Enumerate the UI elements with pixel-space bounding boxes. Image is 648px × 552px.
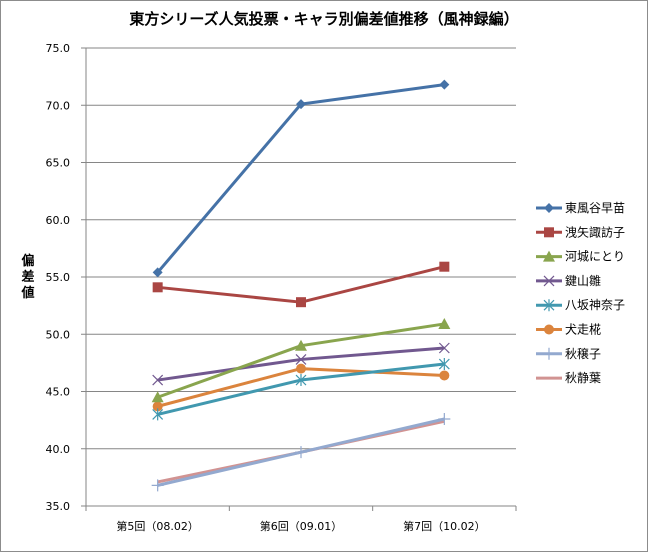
- series-秋穣子: [151, 412, 451, 492]
- series-犬走椛: [152, 363, 450, 412]
- legend-label: 秋静葉: [565, 371, 601, 385]
- y-tick-label: 55.0: [46, 271, 71, 284]
- circle-marker: [439, 370, 450, 381]
- triangle-marker: [543, 250, 555, 262]
- legend-item: 秋静葉: [536, 371, 601, 385]
- square-marker: [296, 297, 306, 308]
- axes: [81, 47, 517, 511]
- legend-item: 犬走椛: [536, 322, 601, 337]
- chart-title: 東方シリーズ人気投票・キャラ別偏差値推移（風神録編）: [129, 10, 519, 28]
- legend-item: 鍵山雛: [536, 273, 601, 288]
- y-axis-label-char: 値: [21, 286, 35, 301]
- y-tick-label: 70.0: [46, 99, 71, 112]
- x-tick-labels: 第5回（08.02） 第6回（09.01） 第7回（10.02）: [116, 519, 485, 533]
- circle-marker: [152, 401, 163, 412]
- square-marker: [544, 227, 554, 238]
- legend-label: 鍵山雛: [565, 273, 601, 288]
- plus-marker: [438, 412, 451, 425]
- y-tick-label: 50.0: [46, 328, 71, 341]
- y-tick-label: 65.0: [46, 157, 71, 170]
- y-tick-label: 35.0: [46, 500, 71, 513]
- series-鍵山雛: [152, 342, 450, 386]
- x-marker: [438, 342, 450, 354]
- series-河城にとり: [151, 317, 451, 403]
- y-tick-label: 45.0: [46, 386, 71, 399]
- legend-label: 八坂神奈子: [565, 298, 625, 312]
- legend-item: 洩矢諏訪子: [536, 224, 625, 239]
- y-tick-label: 75.0: [46, 42, 71, 55]
- diamond-marker: [152, 267, 163, 278]
- plus-marker: [151, 479, 164, 492]
- square-marker: [152, 282, 163, 293]
- series-line: [157, 265, 445, 304]
- y-axis-label-char: 差: [21, 270, 35, 285]
- legend-label: 犬走椛: [565, 322, 601, 337]
- star-marker: [152, 408, 164, 421]
- series-東風谷早苗: [152, 79, 450, 278]
- legend-label: 河城にとり: [565, 250, 625, 264]
- x-marker: [543, 275, 555, 287]
- plus-marker: [543, 347, 555, 360]
- plus-marker: [295, 446, 307, 459]
- legend-item: 河城にとり: [536, 250, 625, 264]
- legend-item: 八坂神奈子: [536, 298, 625, 312]
- diamond-marker: [296, 99, 306, 110]
- series-lines: [151, 79, 451, 492]
- star-marker: [295, 374, 307, 387]
- legend-item: 秋穣子: [536, 347, 601, 361]
- y-axis-label: 偏差値: [20, 254, 36, 302]
- legend-label: 秋穣子: [565, 347, 601, 361]
- y-tick-label: 40.0: [46, 443, 71, 456]
- y-axis-label-char: 偏: [21, 254, 35, 269]
- legend-label: 洩矢諏訪子: [565, 224, 625, 239]
- diamond-marker: [544, 203, 554, 213]
- y-tick-labels: 35.0 40.0 45.0 50.0 55.0 60.0 65.0 70.0 75.0: [46, 42, 71, 513]
- square-marker: [439, 261, 450, 272]
- y-tick-label: 60.0: [46, 214, 71, 227]
- triangle-marker: [438, 317, 451, 329]
- series-洩矢諏訪子: [152, 261, 450, 308]
- star-marker: [438, 358, 450, 371]
- triangle-marker: [151, 391, 164, 403]
- diamond-marker: [439, 79, 450, 90]
- x-tick-label: 第7回（10.02）: [403, 519, 486, 533]
- legend-label: 東風谷早苗: [565, 201, 625, 215]
- circle-marker: [296, 363, 306, 374]
- series-八坂神奈子: [152, 358, 450, 421]
- series-line: [156, 83, 445, 274]
- x-tick-label: 第6回（09.01）: [260, 519, 343, 533]
- x-tick-label: 第5回（08.02）: [116, 519, 199, 533]
- legend-item: 東風谷早苗: [536, 201, 625, 215]
- x-marker: [152, 374, 164, 386]
- circle-marker: [544, 324, 554, 335]
- star-marker: [543, 299, 555, 312]
- triangle-marker: [295, 339, 307, 351]
- x-marker: [295, 354, 307, 365]
